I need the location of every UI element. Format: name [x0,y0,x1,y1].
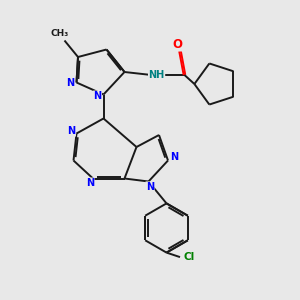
Text: N: N [93,91,102,101]
Text: CH₃: CH₃ [51,29,69,38]
Text: O: O [172,38,182,51]
Text: N: N [66,77,75,88]
Text: Cl: Cl [183,252,195,262]
Text: NH: NH [148,70,165,80]
Text: N: N [170,152,178,163]
Text: N: N [67,126,76,136]
Text: N: N [86,178,94,188]
Text: N: N [146,182,154,192]
